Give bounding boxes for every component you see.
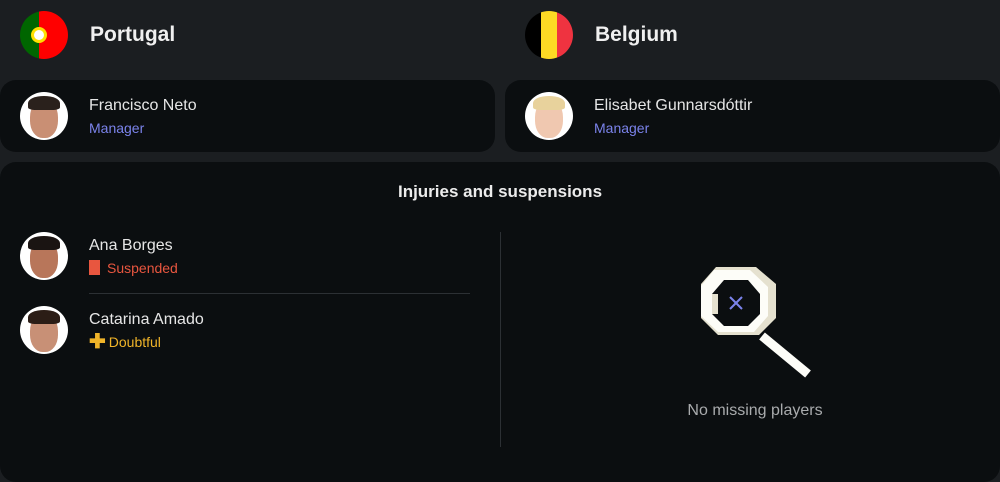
- panel-title: Injuries and suspensions: [397, 182, 603, 201]
- avatar: [20, 306, 68, 354]
- player-name: Ana Borges: [89, 236, 173, 254]
- column-divider: [500, 232, 501, 447]
- manager-role: Manager: [594, 119, 650, 136]
- injuries-panel: Injuries and suspensions Ana Borges Susp…: [0, 162, 1000, 482]
- red-card-icon: [89, 260, 100, 275]
- plus-icon: ✚: [89, 330, 106, 353]
- player-name: Catarina Amado: [89, 310, 204, 328]
- manager-card-home[interactable]: Francisco Neto Manager: [0, 80, 495, 152]
- no-missing-players-text: No missing players: [687, 402, 823, 419]
- team-header-portugal: Portugal: [20, 10, 175, 60]
- portugal-flag-icon: [20, 11, 68, 59]
- manager-name: Francisco Neto: [89, 96, 197, 114]
- avatar: [525, 92, 573, 140]
- team-name: Belgium: [595, 23, 678, 46]
- magnifier-icon: [701, 267, 811, 378]
- manager-name: Elisabet Gunnarsdóttir: [594, 96, 753, 114]
- divider: [89, 293, 470, 294]
- player-status: Doubtful: [108, 333, 161, 350]
- player-status: Suspended: [107, 259, 178, 276]
- avatar: [20, 92, 68, 140]
- avatar: [20, 232, 68, 280]
- team-name: Portugal: [90, 23, 176, 46]
- manager-card-away[interactable]: Elisabet Gunnarsdóttir Manager: [505, 80, 1000, 152]
- player-row[interactable]: Catarina Amado ✚ Doubtful: [20, 306, 204, 354]
- team-header-belgium: Belgium: [525, 10, 678, 60]
- manager-role: Manager: [89, 119, 145, 136]
- belgium-flag-icon: [525, 11, 573, 59]
- player-row[interactable]: Ana Borges Suspended: [20, 232, 178, 280]
